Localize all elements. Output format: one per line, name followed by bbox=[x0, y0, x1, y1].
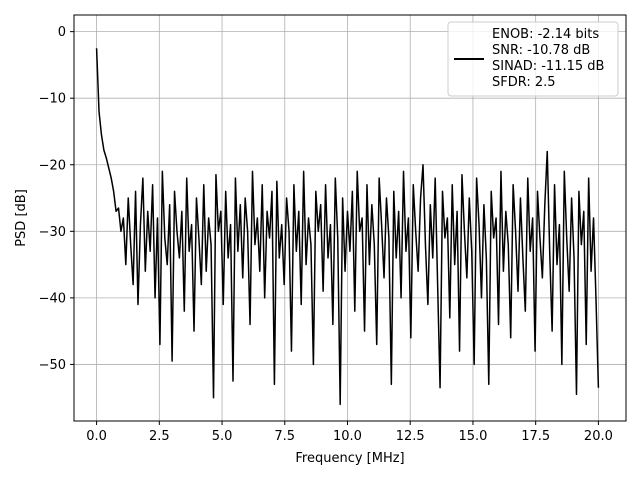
x-axis-ticks: 0.0 2.5 5.0 7.5 10.0 12.5 15.0 17.5 20.0 bbox=[86, 421, 613, 444]
y-tick-label: −40 bbox=[39, 291, 66, 306]
plot-frame bbox=[73, 14, 627, 422]
x-tick-label: 5.0 bbox=[212, 429, 233, 444]
psd-line bbox=[95, 48, 600, 406]
x-tick-label: 2.5 bbox=[149, 429, 170, 444]
y-tick-label: −20 bbox=[39, 158, 66, 173]
legend-sinad: SINAD: -11.15 dB bbox=[492, 59, 604, 74]
legend: ENOB: -2.14 bits SNR: -10.78 dB SINAD: -… bbox=[447, 21, 619, 97]
y-tick-label: −30 bbox=[39, 225, 66, 240]
legend-sfdr: SFDR: 2.5 bbox=[492, 75, 556, 90]
y-tick-label: −50 bbox=[39, 358, 66, 373]
legend-enob: ENOB: -2.14 bits bbox=[492, 27, 599, 42]
x-tick-label: 0.0 bbox=[86, 429, 107, 444]
psd-series-line bbox=[95, 48, 600, 406]
x-tick-label: 10.0 bbox=[333, 429, 362, 444]
legend-box bbox=[447, 21, 619, 97]
y-tick-label: 0 bbox=[58, 25, 66, 40]
x-tick-label: 12.5 bbox=[396, 429, 425, 444]
legend-snr: SNR: -10.78 dB bbox=[492, 43, 590, 58]
y-axis-ticks: 0 −10 −20 −30 −40 −50 bbox=[39, 25, 74, 373]
x-tick-label: 15.0 bbox=[458, 429, 487, 444]
y-tick-label: −10 bbox=[39, 92, 66, 107]
x-tick-label: 17.5 bbox=[521, 429, 550, 444]
y-axis-label: PSD [dB] bbox=[14, 189, 29, 247]
x-tick-label: 7.5 bbox=[274, 429, 295, 444]
x-axis-label: Frequency [MHz] bbox=[295, 451, 404, 466]
x-tick-label: 20.0 bbox=[584, 429, 613, 444]
